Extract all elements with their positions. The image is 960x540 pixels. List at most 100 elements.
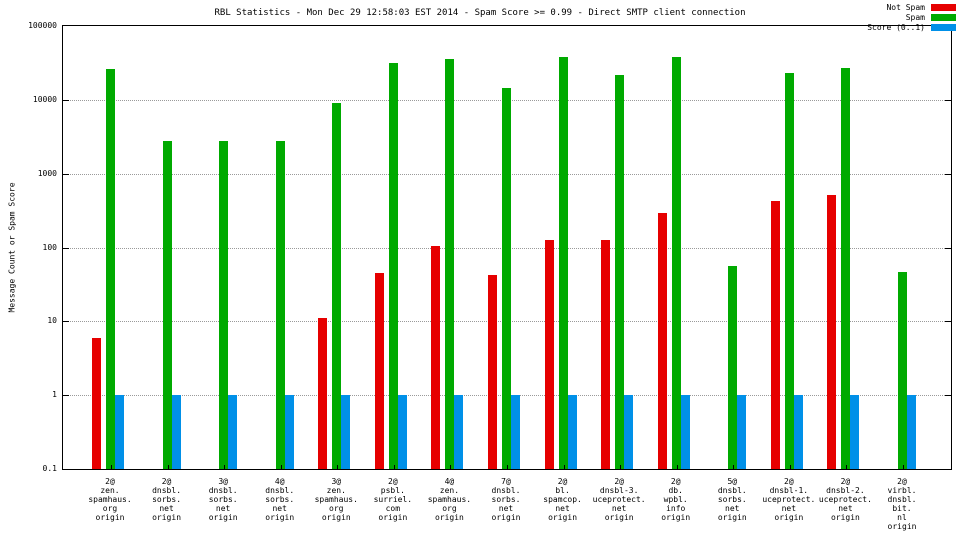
y-tick-mark (63, 395, 69, 397)
legend-item-score: Score (0..1) (867, 23, 956, 32)
y-tick-mark (945, 247, 951, 249)
x-tick-mark (846, 465, 848, 469)
x-tick-mark (167, 465, 169, 469)
bar-spam (671, 57, 681, 469)
bar-spam (728, 265, 738, 469)
bar-score-0-1 (341, 395, 351, 469)
bar-score-0-1 (850, 395, 860, 469)
bar-spam (219, 140, 229, 469)
legend-label-spam: Spam (905, 13, 925, 22)
x-tick-label: 7@ dnsbl. sorbs. net origin (491, 477, 521, 522)
bar-not-spam (374, 273, 384, 469)
y-tick-mark (63, 321, 69, 323)
bar-not-spam (488, 275, 497, 469)
legend: Not Spam Spam Score (0..1) (867, 3, 956, 32)
bar-score-0-1 (397, 395, 407, 469)
bar-spam (502, 87, 511, 469)
y-tick-mark (945, 395, 951, 397)
bar-not-spam (431, 245, 441, 469)
x-tick-label: 2@ dnsbl-3. uceprotect. net origin (592, 477, 646, 522)
x-tick-label: 3@ zen. spamhaus. org origin (314, 477, 358, 522)
y-tick-mark (63, 99, 69, 101)
bar-not-spam (770, 201, 780, 469)
legend-label-not-spam: Not Spam (886, 3, 925, 12)
y-tick-label: 100 (42, 242, 57, 252)
bar-score-0-1 (284, 395, 294, 469)
bar-not-spam (601, 240, 611, 469)
legend-swatch-score (931, 24, 956, 31)
y-tick-label: 10000 (32, 94, 57, 104)
legend-label-score: Score (0..1) (867, 23, 925, 32)
x-tick-mark (450, 465, 452, 469)
x-tick-mark (789, 465, 791, 469)
y-tick-label: 1 (52, 390, 57, 400)
x-tick-label: 2@ dnsbl-2. uceprotect. net origin (818, 477, 872, 522)
x-tick-mark (676, 465, 678, 469)
x-tick-label: 2@ dnsbl-1. uceprotect. net origin (762, 477, 816, 522)
bar-spam (784, 73, 794, 469)
x-tick-mark (111, 465, 112, 469)
x-tick-mark (620, 465, 622, 469)
x-tick-label: 2@ psbl. surriel. com origin (373, 477, 413, 522)
bar-score-0-1 (171, 395, 181, 469)
y-tick-mark (63, 247, 69, 249)
bar-not-spam (657, 213, 667, 469)
x-tick-mark (903, 465, 904, 469)
x-tick-label: 3@ dnsbl. sorbs. net origin (208, 477, 238, 522)
bar-score-0-1 (454, 395, 464, 469)
bar-score-0-1 (115, 395, 124, 469)
bar-score-0-1 (680, 395, 690, 469)
bar-score-0-1 (511, 395, 520, 469)
x-tick-label: 2@ db. wpbl. info origin (661, 477, 691, 522)
y-tick-mark (945, 99, 951, 101)
y-tick-label: 10 (47, 316, 57, 326)
plot-area (62, 25, 952, 470)
x-tick-label: 5@ dnsbl. sorbs. net origin (717, 477, 747, 522)
x-tick-mark (224, 465, 226, 469)
bar-spam (558, 57, 568, 469)
x-tick-mark (507, 465, 508, 469)
y-tick-mark (63, 173, 69, 175)
bar-not-spam (318, 318, 328, 469)
y-tick-label: 0.1 (42, 464, 57, 473)
bar-spam (841, 67, 851, 469)
y-tick-label: 1000 (37, 168, 57, 178)
y-tick-mark (945, 321, 951, 323)
bar-spam (388, 62, 398, 469)
x-tick-label: 2@ dnsbl. sorbs. net origin (152, 477, 182, 522)
y-tick-label: 100000 (28, 21, 57, 30)
bar-spam (445, 58, 455, 469)
legend-swatch-spam (931, 14, 956, 21)
x-tick-label: 4@ zen. spamhaus. org origin (427, 477, 472, 522)
x-tick-label: 4@ dnsbl. sorbs. net origin (265, 477, 295, 522)
legend-swatch-not-spam (931, 4, 956, 11)
y-tick-mark (945, 173, 951, 175)
bar-not-spam (544, 240, 554, 469)
bar-spam (162, 140, 172, 469)
bar-score-0-1 (567, 395, 577, 469)
bar-spam (332, 103, 342, 469)
bar-score-0-1 (907, 395, 916, 469)
bar-score-0-1 (228, 395, 238, 469)
x-tick-mark (563, 465, 565, 469)
bar-score-0-1 (793, 395, 803, 469)
bar-spam (898, 271, 907, 469)
chart-title: RBL Statistics - Mon Dec 29 12:58:03 EST… (214, 8, 746, 18)
bar-not-spam (92, 337, 101, 469)
legend-item-not-spam: Not Spam (867, 3, 956, 12)
bar-spam (615, 74, 625, 469)
bar-score-0-1 (624, 395, 634, 469)
legend-item-spam: Spam (867, 13, 956, 22)
x-tick-mark (337, 465, 339, 469)
bar-not-spam (827, 194, 837, 469)
bar-spam (275, 140, 285, 469)
x-tick-label: 2@ zen. spamhaus. org origin (88, 477, 132, 522)
x-tick-label: 2@ virbl. dnsbl. bit. nl origin (887, 477, 917, 531)
x-tick-label: 2@ bl. spamcop. net origin (543, 477, 582, 522)
x-tick-mark (393, 465, 395, 469)
x-tick-mark (280, 465, 282, 469)
bar-score-0-1 (737, 395, 747, 469)
bar-spam (106, 69, 115, 469)
x-tick-mark (733, 465, 735, 469)
